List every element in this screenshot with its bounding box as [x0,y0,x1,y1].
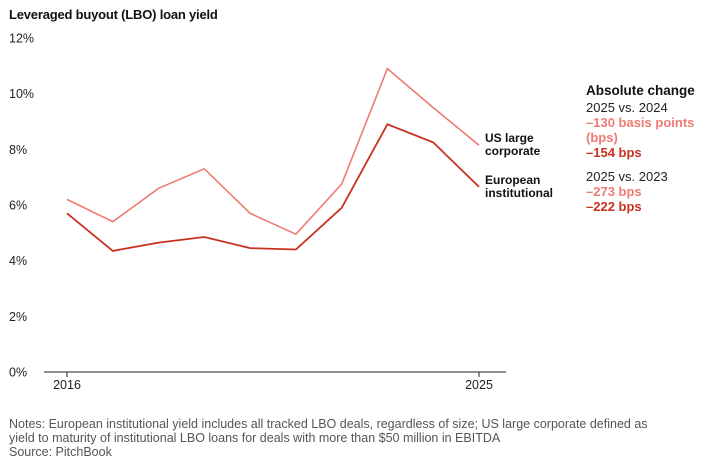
notes-line-1: Notes: European institutional yield incl… [9,417,648,431]
y-tick-label: 4% [9,254,27,268]
eu-series-label: European institutional [485,173,553,200]
legend-heading: Absolute change [586,83,695,98]
chart-title: Leveraged buyout (LBO) loan yield [9,7,218,22]
european-institutional-line [66,123,480,252]
y-tick-label: 12% [9,32,34,46]
y-tick-label: 10% [9,87,34,101]
absolute-change-legend: Absolute change 2025 vs. 2024 –130 basis… [586,83,711,214]
y-tick-label: 6% [9,199,27,213]
y-tick-label: 0% [9,366,27,380]
legend-eu-change-2024: –154 bps [586,145,642,160]
chart-notes: Notes: European institutional yield incl… [9,417,709,459]
legend-eu-change-2023: –222 bps [586,199,642,214]
us-large-corporate-line [66,67,480,236]
source-line: Source: PitchBook [9,445,112,459]
y-tick-label: 8% [9,143,27,157]
us-series-label: US large corporate [485,131,541,158]
y-tick-label: 2% [9,310,27,324]
legend-period-2024: 2025 vs. 2024 [586,100,668,115]
legend-us-change-2024: –130 basis points (bps) [586,115,695,145]
x-tick-label: 2016 [53,378,81,392]
x-tick-label: 2025 [465,378,493,392]
legend-period-2023: 2025 vs. 2023 [586,169,668,184]
legend-us-change-2023: –273 bps [586,184,642,199]
notes-line-2: yield to maturity of institutional LBO l… [9,431,501,445]
